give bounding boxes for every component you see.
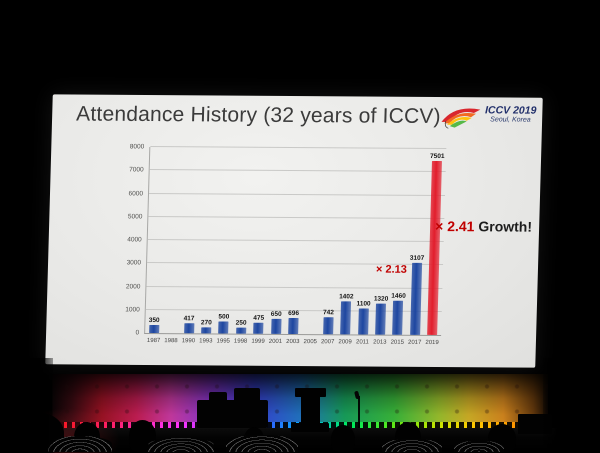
x-axis-tick-label: 1998: [233, 338, 248, 345]
podium-base-silhouette: [291, 423, 329, 432]
bar-value-label: 1100: [356, 300, 371, 308]
right-dark-edge: [543, 358, 600, 450]
audience-pattern-silhouette: [226, 435, 298, 452]
chart-bars: 350 417 270 500 250 475 650 696 742 1402 1100 1320 1…: [145, 147, 446, 336]
x-axis-tick-label: 2001: [268, 338, 283, 345]
logo-text: ICCV 2019 Seoul, Korea: [485, 104, 537, 123]
x-axis-tick-label: 1993: [199, 338, 213, 345]
left-dark-edge: [0, 358, 53, 450]
y-axis-tick-label: 2000: [125, 282, 141, 290]
annotation-growth-2019: × 2.41 Growth!: [435, 218, 532, 235]
podium-silhouette: [301, 396, 320, 430]
y-axis-tick-label: 1000: [125, 306, 140, 314]
presentation-slide: Attendance History (32 years of ICCV) IC…: [45, 94, 543, 368]
bar-value-label: 1402: [338, 293, 354, 301]
x-axis-tick-label: 2019: [425, 339, 439, 347]
bar-value-label: 417: [183, 315, 195, 323]
iccv-2019-logo: ICCV 2019 Seoul, Korea: [439, 99, 537, 136]
bar: [218, 321, 229, 334]
annotation-growth-2017: × 2.13: [376, 264, 407, 276]
bar: [357, 308, 369, 335]
bar: [375, 303, 386, 335]
bar-value-label: 7501: [429, 152, 445, 160]
x-axis-tick-label: 2011: [355, 339, 370, 346]
bar: [253, 322, 264, 334]
microphone-stand-silhouette: [354, 390, 360, 428]
bar-value-label: 500: [218, 313, 230, 321]
x-axis-tick-label: 1999: [251, 338, 265, 345]
slide-title: Attendance History (32 years of ICCV): [75, 102, 442, 129]
audience-head-silhouette: [331, 425, 355, 452]
x-axis-tick-label: 2007: [320, 339, 335, 346]
bar-chart-plot: 0 1000 2000 3000 4000 5000 6000 7000 8000 350 417…: [125, 143, 447, 346]
podium-top-silhouette: [295, 388, 326, 397]
x-axis-tick-label: 1990: [181, 338, 196, 345]
x-axis-tick-label: 2005: [303, 339, 318, 346]
bar-value-label: 1320: [373, 295, 389, 303]
chart-x-axis-labels: 1987 1988 1990 1993 1995 1998 1999 2001 2003 2005…: [145, 338, 441, 346]
audience-pattern-silhouette: [382, 439, 442, 452]
x-axis-tick-label: 2013: [373, 339, 387, 346]
audience-pattern-silhouette: [148, 438, 214, 452]
x-axis-tick-label: 2015: [390, 339, 405, 346]
logo-subtitle: Seoul, Korea: [490, 116, 531, 124]
audience-pattern-silhouette: [48, 436, 112, 452]
iccv-logo-mark-icon: [441, 108, 480, 129]
x-axis-tick-label: 2017: [407, 339, 422, 346]
bar-value-label: 1460: [391, 292, 406, 300]
x-axis-tick-label: 1988: [164, 338, 178, 345]
bar: [409, 262, 422, 335]
bar: [270, 318, 282, 334]
x-axis-tick-label: 2003: [286, 338, 300, 346]
y-axis-tick-label: 0: [135, 329, 140, 337]
x-axis-tick-label: 1995: [216, 338, 230, 345]
y-axis-tick-label: 3000: [126, 259, 142, 267]
y-axis-tick-label: 8000: [129, 143, 145, 151]
bar: [235, 327, 247, 334]
stage-backdrop-rainbow: [52, 374, 548, 428]
bar-value-label: 270: [200, 319, 212, 327]
y-axis-tick-label: 6000: [128, 189, 144, 197]
y-axis-tick-label: 4000: [127, 236, 142, 244]
bar-value-label: 250: [235, 319, 247, 327]
bar-value-label: 742: [322, 308, 335, 317]
bar-highlighted: [427, 160, 443, 336]
annotation-growth-2019-multiplier: × 2.41: [434, 217, 475, 235]
logo-title: ICCV 2019: [484, 104, 537, 117]
bar: [392, 300, 404, 335]
bar: [288, 317, 299, 335]
x-axis-tick-label: 2009: [338, 339, 352, 346]
annotation-growth-2019-label: Growth!: [478, 218, 533, 235]
x-axis-tick-label: 1987: [146, 337, 161, 345]
bar-value-label: 696: [288, 309, 300, 317]
bar: [322, 316, 334, 335]
bar: [183, 323, 194, 334]
bar-value-label: 650: [270, 310, 282, 318]
av-equipment-silhouette: [197, 388, 268, 428]
bar: [148, 324, 160, 334]
bar-value-label: 3107: [409, 254, 425, 262]
audience-pattern-silhouette: [454, 441, 504, 452]
bar-value-label: 350: [148, 316, 160, 324]
y-axis-tick-label: 7000: [129, 166, 144, 174]
annotation-growth-2017-text: × 2.13: [375, 263, 407, 276]
bar: [201, 327, 212, 334]
bar-value-label: 475: [253, 314, 265, 322]
bar: [340, 301, 352, 335]
y-axis-tick-label: 5000: [127, 213, 143, 221]
